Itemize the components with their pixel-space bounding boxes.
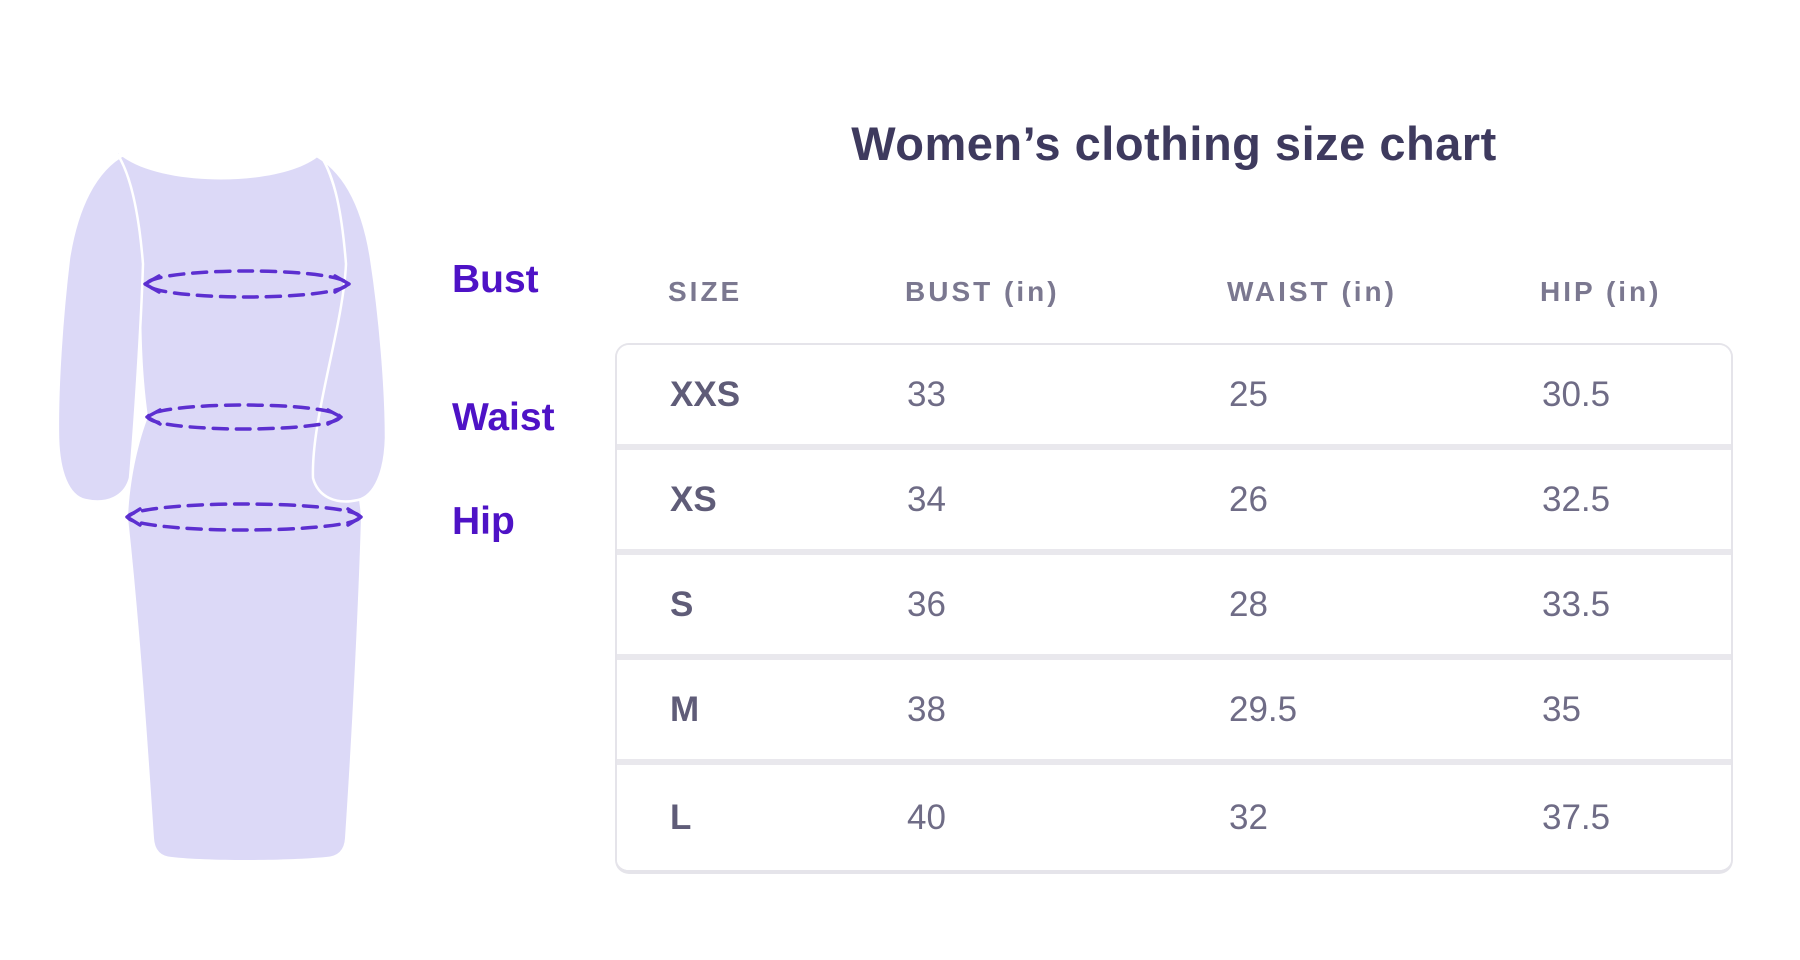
waist-label: Waist (452, 396, 555, 439)
dress-left-sleeve (56, 152, 145, 503)
cell-size: M (670, 689, 700, 729)
cell-hip: 35 (1542, 689, 1581, 729)
cell-hip: 32.5 (1542, 479, 1611, 519)
cell-waist: 28 (1229, 584, 1268, 624)
table-row-m: M 38 29.5 35 (617, 660, 1731, 765)
table-row-s: S 36 28 33.5 (617, 555, 1731, 660)
bust-label: Bust (452, 258, 539, 301)
bust-measure-line (143, 269, 351, 299)
cell-bust: 36 (907, 584, 946, 624)
table-header-row: SIZE BUST (in) WAIST (in) HIP (in) (615, 270, 1733, 314)
waist-measure-line (145, 403, 343, 431)
column-header-bust: BUST (in) (905, 276, 1060, 307)
cell-waist: 26 (1229, 479, 1268, 519)
cell-hip: 37.5 (1542, 797, 1611, 837)
hip-arrow-right (346, 507, 363, 527)
dress-right-sleeve (311, 152, 388, 503)
hip-arrow-left (125, 507, 142, 527)
table-row-xs: XS 34 26 32.5 (617, 450, 1731, 555)
dress-silhouette (118, 153, 361, 860)
waist-arrow-left (145, 408, 162, 426)
cell-size: L (670, 797, 692, 837)
cell-waist: 25 (1229, 374, 1268, 414)
column-header-waist: WAIST (in) (1227, 276, 1397, 307)
cell-bust: 38 (907, 689, 946, 729)
cell-hip: 30.5 (1542, 374, 1611, 414)
cell-size: XS (670, 479, 717, 519)
dress-illustration (56, 152, 388, 860)
page-title: Women’s clothing size chart (851, 117, 1497, 170)
table-row-l: L 40 32 37.5 (617, 765, 1731, 870)
cell-bust: 33 (907, 374, 946, 414)
cell-waist: 29.5 (1229, 689, 1298, 729)
bust-arrow-right (333, 274, 351, 294)
cell-hip: 33.5 (1542, 584, 1611, 624)
hip-measure-line (125, 502, 363, 532)
cell-size: XXS (670, 374, 741, 414)
cell-bust: 34 (907, 479, 946, 519)
bust-arrow-left (143, 274, 161, 294)
table-row-xxs: XXS 33 25 30.5 (617, 345, 1731, 450)
cell-bust: 40 (907, 797, 946, 837)
hip-label: Hip (452, 500, 515, 543)
size-table: XXS 33 25 30.5 XS 34 26 32.5 S 36 28 33.… (615, 343, 1733, 874)
cell-size: S (670, 584, 694, 624)
waist-arrow-right (326, 408, 343, 426)
column-header-size: SIZE (668, 276, 743, 307)
column-header-hip: HIP (in) (1540, 276, 1662, 307)
cell-waist: 32 (1229, 797, 1268, 837)
